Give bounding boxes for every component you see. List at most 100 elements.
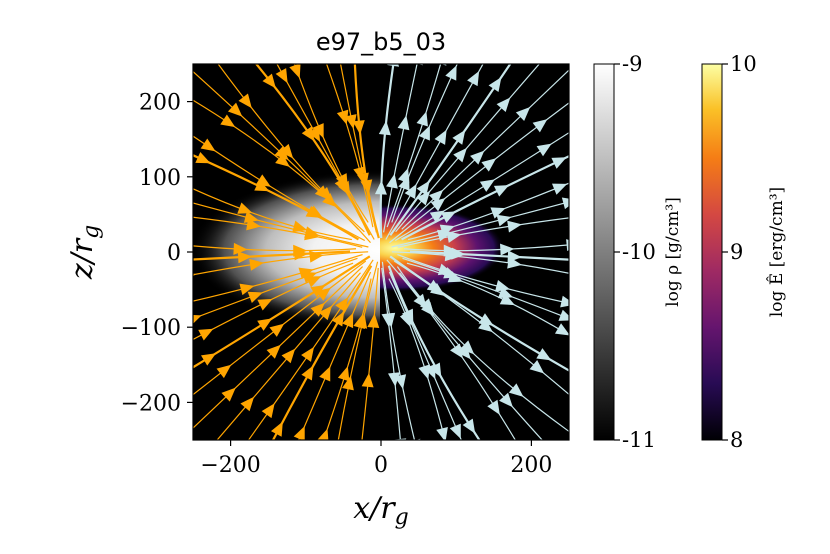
streamline-arrow (262, 73, 276, 89)
streamline-arrow (220, 114, 236, 128)
y-axis: 200 100 0 −100 −200 (121, 91, 193, 416)
colorbar-density: -9 -10 -11 log ρ [g/cm³] (593, 52, 683, 452)
streamline-arrow (269, 323, 285, 337)
streamline-arrow (355, 313, 368, 329)
streamline-arrow (536, 348, 552, 361)
streamline-arrow (274, 146, 289, 161)
streamline-arrow (457, 344, 471, 360)
colorbar-tick-label: -10 (622, 240, 656, 264)
streamline-arrow (275, 68, 288, 84)
y-tick-label: −100 (121, 316, 181, 341)
streamline-arrow (198, 328, 214, 341)
colorbar-energy-ticks: 10 9 8 (722, 52, 757, 452)
streamline-arrow (399, 311, 411, 328)
streamline-arrow (571, 210, 586, 224)
streamline-arrow (447, 270, 463, 283)
streamline-arrow (342, 375, 354, 391)
streamline-arrow (493, 185, 510, 197)
streamline-arrow (316, 287, 331, 301)
streamline-arrow (551, 157, 567, 169)
streamline-arrow (386, 173, 398, 189)
streamline-arrow (450, 343, 463, 359)
streamline-arrow (301, 365, 314, 381)
colorbar-tick-label: -11 (622, 428, 656, 452)
streamline-arrow (462, 418, 476, 434)
streamline-arrow (404, 183, 417, 199)
streamline-arrow (331, 311, 345, 327)
streamline-arrow (281, 348, 296, 364)
streamline-arrow (488, 77, 502, 93)
streamline-arrow (470, 150, 485, 165)
streamline-arrow (532, 119, 548, 133)
x-tick-label: 0 (374, 453, 388, 478)
streamline-arrow (318, 305, 333, 321)
colorbar-tick-label: 10 (730, 52, 757, 76)
streamline-arrow (305, 205, 321, 218)
streamline-arrow (408, 438, 421, 440)
colorbar-tick-label: 9 (730, 240, 743, 264)
plot-area (177, 64, 586, 440)
streamline-arrow (436, 426, 448, 440)
streamline-arrow (353, 166, 365, 182)
streamline-arrow (434, 129, 447, 145)
streamline-arrow (416, 111, 428, 127)
streamline-arrow (177, 296, 193, 311)
streamline-arrow (478, 318, 493, 333)
streamline-arrow (429, 362, 442, 378)
streamline-arrow (309, 250, 324, 263)
streamline-arrow (500, 243, 515, 256)
streamline-arrow (571, 254, 586, 267)
streamline-arrow (398, 175, 410, 191)
streamline-arrow (449, 423, 461, 439)
streamline-arrow (266, 344, 281, 359)
streamline-arrow (479, 179, 495, 192)
streamline-arrow (418, 364, 430, 380)
streamline-arrow (200, 353, 217, 366)
streamline-arrow (416, 190, 431, 206)
streamline-arrow (221, 387, 236, 402)
streamline-arrow (344, 114, 357, 130)
streamline-arrow (247, 291, 263, 303)
colorbar-energy: 10 9 8 log Ê [erg/cm³] (701, 52, 787, 452)
streamline-arrow (452, 129, 466, 145)
colorbar-density-label: log ρ [g/cm³] (663, 197, 683, 307)
colorbar-tick-label: 8 (730, 428, 743, 452)
streamline-arrow (381, 312, 394, 328)
streamline-arrow (289, 64, 301, 79)
streamline-arrow (413, 293, 427, 309)
streamline-arrow (334, 177, 347, 193)
streamline-arrow (237, 202, 253, 214)
streamline-arrow (239, 283, 255, 296)
streamline-arrow (481, 158, 497, 172)
streamline-arrow (394, 438, 407, 440)
streamline-arrow (499, 392, 513, 408)
streamline-arrow (440, 211, 457, 224)
x-tick-label: 200 (510, 453, 552, 478)
streamline-arrow (397, 115, 410, 131)
streamline-arrow (304, 228, 320, 241)
streamline-arrow (507, 220, 522, 233)
y-tick-label: 0 (167, 241, 181, 266)
streamline-arrow (558, 309, 569, 321)
streamline-arrow (508, 383, 524, 397)
streamline-arrow (322, 193, 337, 208)
x-tick-label: −200 (200, 453, 260, 478)
streamline-arrow (238, 93, 252, 109)
streamline-arrow (293, 425, 305, 440)
streamline-arrow (216, 364, 232, 379)
streamline-arrow (418, 125, 430, 141)
streamline-arrow (306, 276, 322, 288)
colorbar-density-ticks: -9 -10 -11 (614, 52, 656, 452)
colorbar-tick-label: -9 (622, 52, 642, 76)
streamline-arrow (314, 185, 330, 200)
streamline-arrow (507, 256, 522, 269)
streamline-arrow (467, 70, 480, 87)
streamline-arrow (261, 403, 275, 419)
x-axis: −200 0 200 (200, 440, 552, 478)
streamline-arrow (336, 109, 349, 125)
streamline-arrow (551, 183, 568, 195)
y-tick-label: −200 (121, 391, 181, 416)
streamline-arrow (560, 295, 569, 308)
streamline-arrow (243, 211, 259, 223)
streamline-arrow (496, 214, 512, 227)
